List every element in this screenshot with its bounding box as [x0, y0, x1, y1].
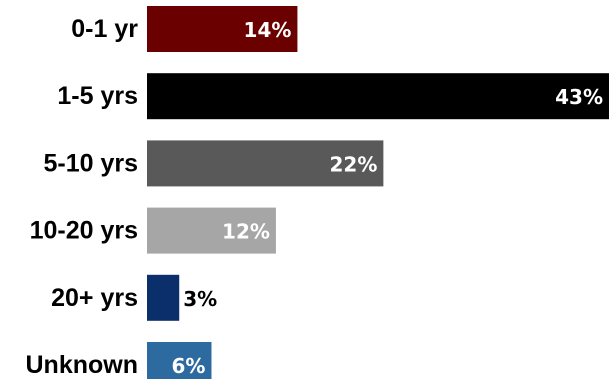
category-label-0-1-yr: 0-1 yr [71, 15, 138, 43]
value-label-20plus-yrs: 3% [183, 287, 217, 311]
bar-20plus-yrs [147, 274, 180, 321]
value-labels: 14% 43% 22% 12% 3% 6% [171, 18, 603, 378]
value-label-0-1-yr: 14% [244, 18, 292, 42]
bar-unknown [147, 342, 212, 379]
bar-5-10-yrs [147, 140, 384, 187]
category-label-10-20-yrs: 10-20 yrs [30, 217, 138, 245]
category-label-unknown: Unknown [26, 351, 139, 379]
category-labels: 0-1 yr 1-5 yrs 5-10 yrs 10-20 yrs 20+ yrs Unk… [26, 15, 139, 379]
category-label-20plus-yrs: 20+ yrs [51, 284, 138, 312]
bar-1-5-yrs [147, 73, 609, 120]
category-label-1-5-yrs: 1-5 yrs [57, 82, 138, 110]
category-label-5-10-yrs: 5-10 yrs [43, 149, 138, 177]
value-label-5-10-yrs: 22% [329, 152, 377, 176]
bar-10-20-yrs [147, 207, 276, 254]
value-label-10-20-yrs: 12% [222, 220, 270, 244]
bars [147, 6, 609, 379]
value-label-1-5-yrs: 43% [555, 85, 603, 109]
bar-0-1-yr [147, 6, 298, 52]
value-label-unknown: 6% [171, 354, 205, 378]
